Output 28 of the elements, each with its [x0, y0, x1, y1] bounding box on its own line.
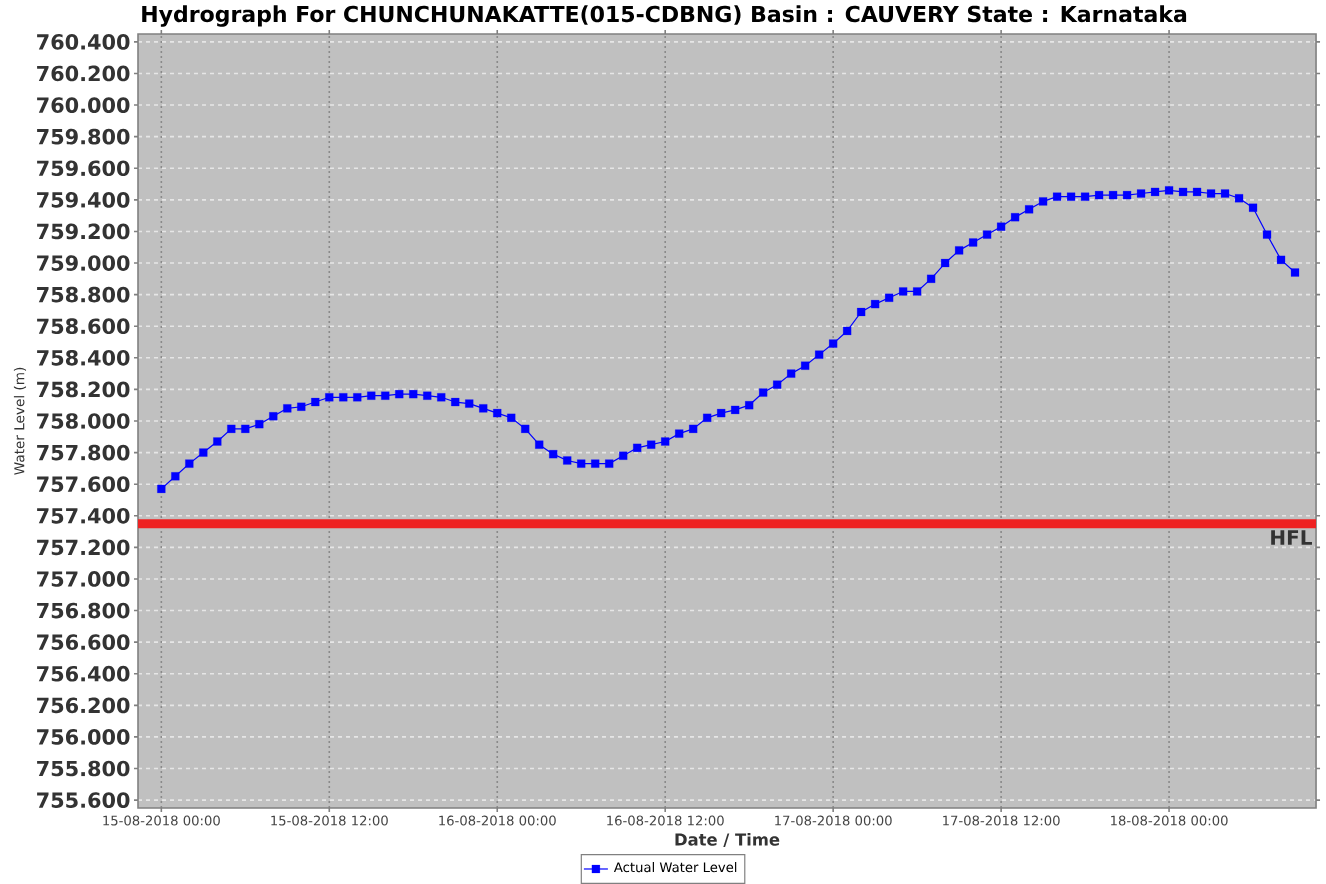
y-tick-label: 757.400: [37, 507, 130, 524]
x-axis-title: Date / Time: [675, 832, 780, 847]
y-tick-label: 757.600: [37, 476, 130, 493]
y-tick-label: 756.600: [37, 634, 130, 650]
y-tick-label: 758.600: [37, 318, 130, 335]
y-tick-label: 757.000: [37, 571, 130, 587]
y-tick-label: 755.800: [37, 760, 130, 777]
ref-line-label: HFL: [1271, 530, 1312, 545]
y-tick-label: 758.000: [37, 413, 130, 429]
y-tick-label: 760.000: [37, 97, 130, 113]
y-tick-label: 759.000: [37, 255, 130, 271]
y-tick-label: 760.200: [37, 65, 130, 82]
y-tick-label: 756.200: [37, 697, 130, 714]
y-tick-label: 757.800: [37, 444, 130, 461]
y-tick-label: 756.800: [37, 602, 130, 619]
y-tick-label: 759.800: [37, 128, 130, 145]
y-tick-label: 757.200: [37, 539, 130, 556]
y-tick-label: 760.400: [37, 34, 130, 50]
y-tick-label: 758.800: [37, 286, 130, 303]
y-tick-label: 758.200: [37, 381, 130, 398]
y-tick-label: 759.200: [37, 223, 130, 240]
y-tick-label: 756.000: [37, 729, 130, 745]
chart-title: Hydrograph For CHUNCHUNAKATTE(015-CDBNG) Basin : CAUVERY State : Karnataka: [142, 5, 1187, 27]
y-tick-label: 758.400: [37, 349, 130, 366]
y-tick-label: 756.400: [37, 665, 130, 682]
y-tick-label: 755.600: [37, 792, 130, 808]
y-tick-label: 759.600: [37, 160, 130, 177]
y-tick-label: 759.400: [37, 191, 130, 208]
